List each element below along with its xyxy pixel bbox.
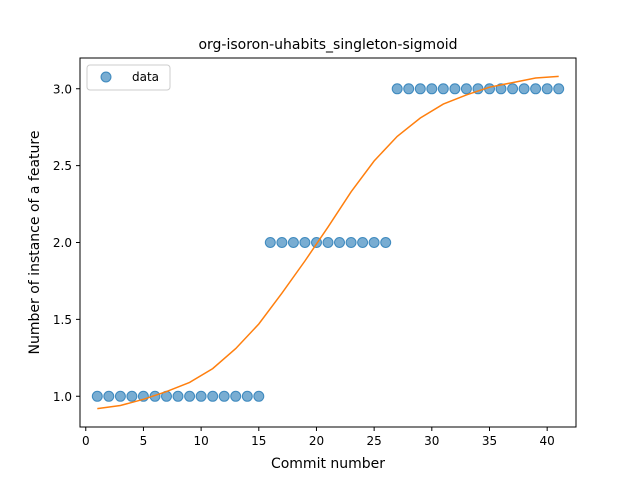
data-point bbox=[218, 390, 230, 402]
data-point bbox=[253, 390, 265, 402]
data-point bbox=[426, 83, 438, 95]
x-axis-label: Commit number bbox=[271, 456, 385, 472]
data-point bbox=[403, 83, 415, 95]
fit-line bbox=[97, 75, 559, 410]
data-point bbox=[553, 83, 565, 95]
x-tick-label: 35 bbox=[482, 434, 497, 448]
data-point bbox=[380, 237, 392, 248]
x-tick-label: 25 bbox=[366, 434, 381, 448]
y-tick-label: 2.0 bbox=[53, 236, 72, 250]
data-point bbox=[357, 237, 369, 248]
data-point bbox=[114, 390, 126, 402]
data-point bbox=[507, 83, 519, 95]
x-tick-label: 0 bbox=[82, 434, 90, 448]
data-point bbox=[414, 83, 426, 95]
x-axis: 0 5 10 15 20 25 30 35 40 bbox=[82, 427, 555, 448]
legend-marker-data bbox=[100, 71, 112, 83]
legend-label-data: data bbox=[132, 70, 159, 84]
data-point bbox=[241, 390, 253, 402]
data-point bbox=[126, 390, 138, 402]
y-tick-label: 1.5 bbox=[53, 313, 72, 327]
y-axis-label: Number of instance of a feature bbox=[27, 131, 43, 355]
data-point bbox=[276, 237, 288, 248]
data-point bbox=[195, 390, 207, 402]
y-tick-label: 1.0 bbox=[53, 390, 72, 404]
data-point bbox=[287, 237, 299, 248]
data-point bbox=[172, 390, 184, 402]
data-point bbox=[264, 237, 276, 248]
data-point bbox=[184, 390, 196, 402]
data-point bbox=[541, 83, 553, 95]
data-point bbox=[345, 237, 357, 248]
data-point bbox=[334, 237, 345, 248]
legend: data bbox=[86, 64, 171, 91]
y-tick-label: 3.0 bbox=[53, 82, 72, 96]
data-point bbox=[518, 83, 530, 95]
x-tick-label: 40 bbox=[540, 434, 555, 448]
data-point bbox=[437, 83, 449, 95]
data-point bbox=[91, 390, 103, 402]
data-point bbox=[391, 83, 403, 95]
x-tick-label: 15 bbox=[251, 434, 266, 448]
data-point bbox=[495, 83, 507, 95]
y-tick-label: 2.5 bbox=[53, 159, 72, 173]
data-point bbox=[207, 390, 219, 402]
x-tick-label: 20 bbox=[309, 434, 324, 448]
y-axis: 1.0 1.5 2.0 2.5 3.0 bbox=[53, 82, 80, 404]
legend-box bbox=[86, 64, 171, 91]
data-point bbox=[449, 83, 461, 95]
data-point bbox=[103, 390, 115, 402]
x-tick-label: 30 bbox=[424, 434, 439, 448]
data-point bbox=[368, 237, 380, 248]
x-tick-label: 5 bbox=[140, 434, 148, 448]
chart-title: org-isoron-uhabits_singleton-sigmoid bbox=[198, 37, 457, 53]
data-point bbox=[530, 83, 542, 95]
data-point bbox=[149, 390, 161, 402]
data-point bbox=[460, 83, 472, 95]
data-point bbox=[230, 390, 242, 402]
data-point bbox=[299, 237, 311, 248]
x-tick-label: 10 bbox=[193, 434, 208, 448]
plot-area bbox=[91, 75, 565, 410]
data-point bbox=[322, 237, 334, 248]
